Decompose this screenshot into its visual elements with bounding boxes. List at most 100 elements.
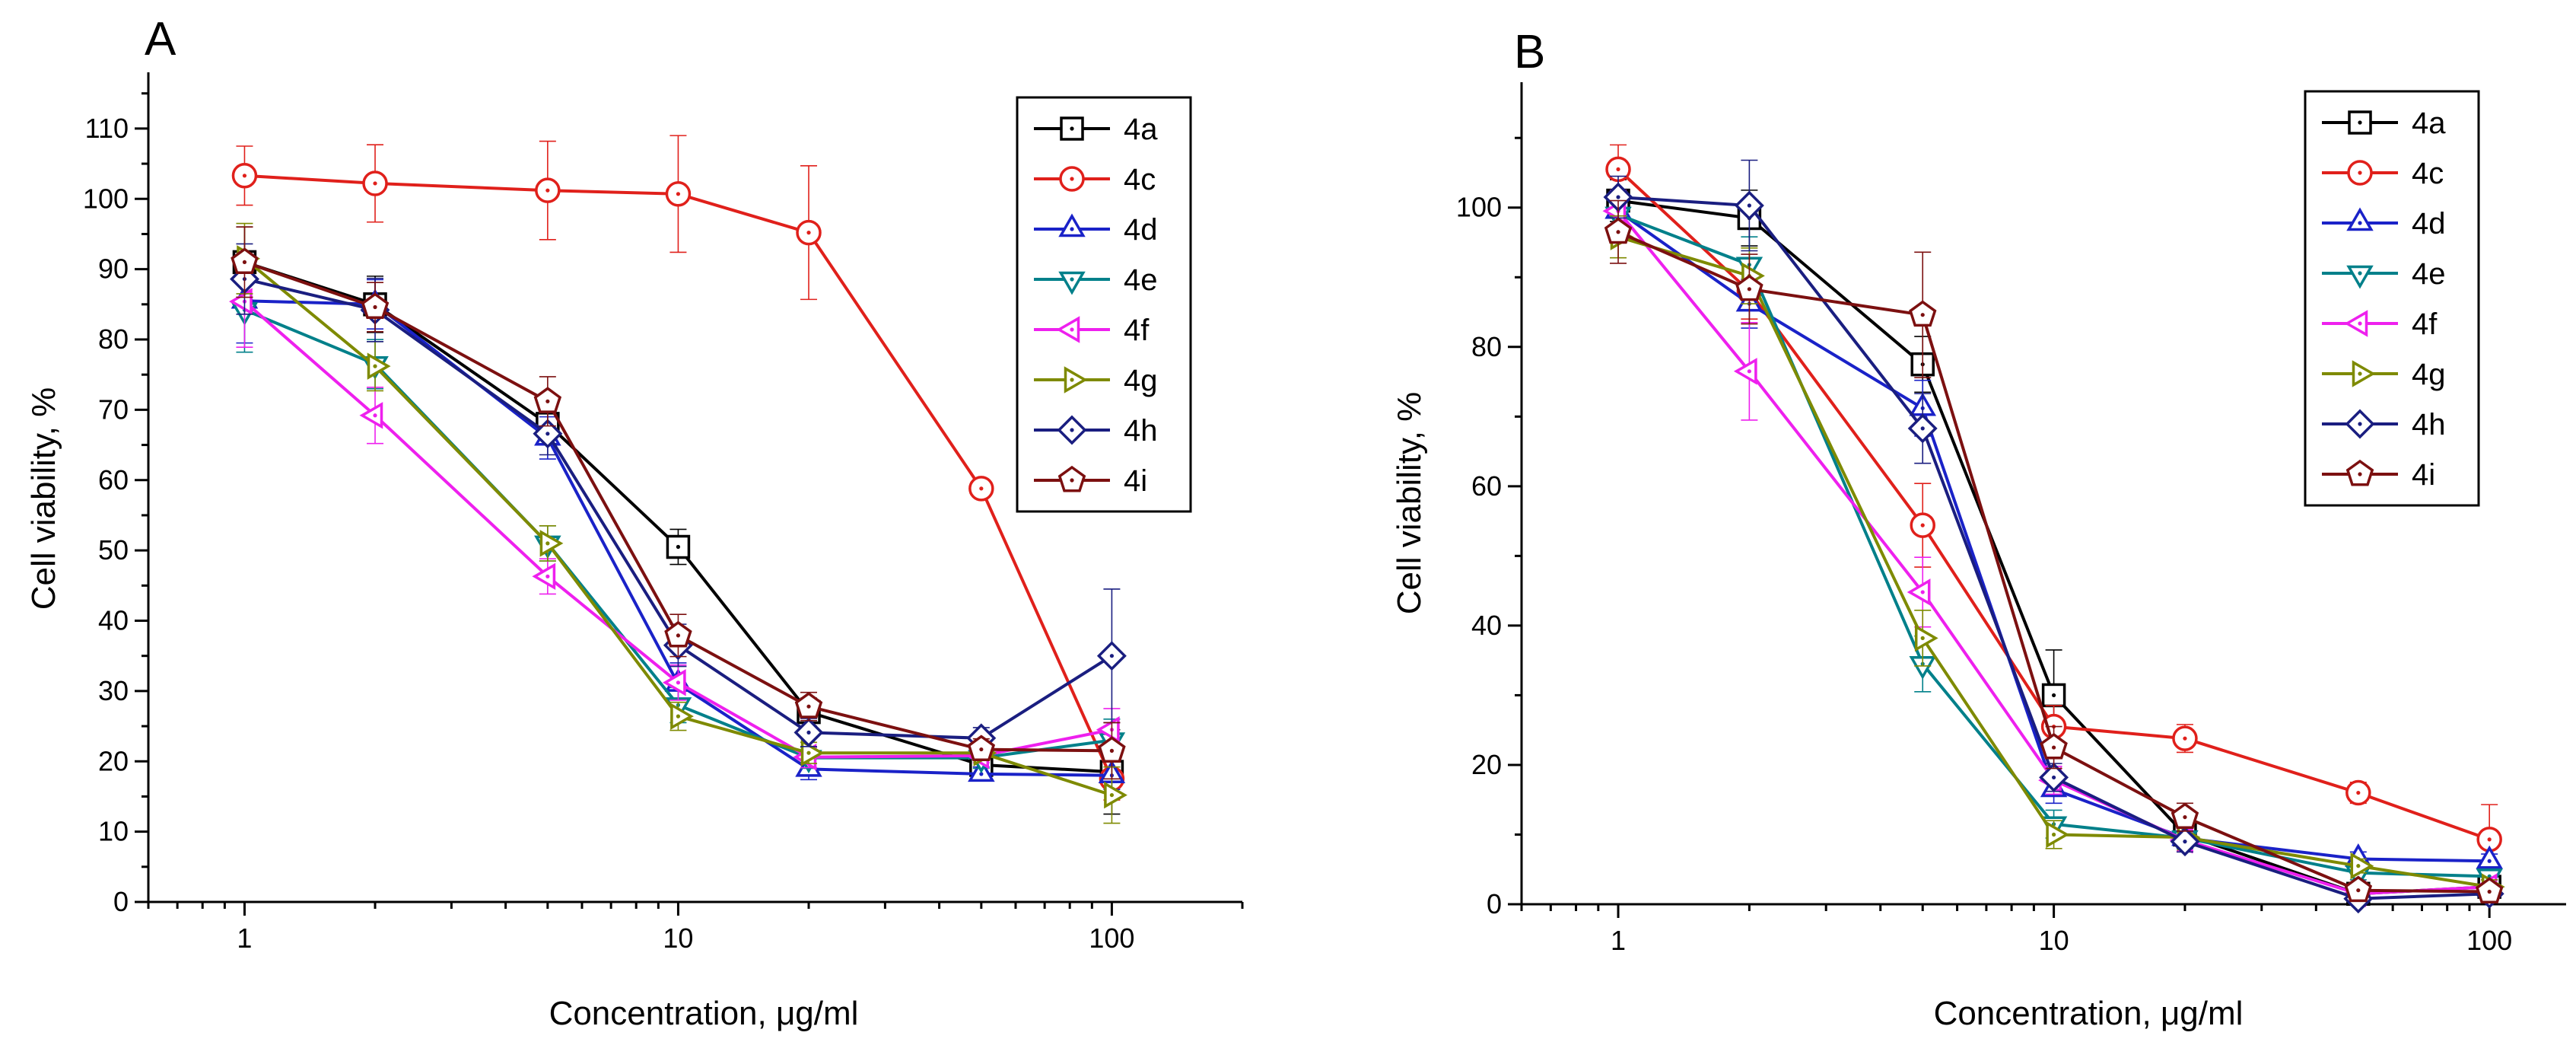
legend-entry-4c: 4c [2322,157,2444,190]
y-tick-label: 30 [98,675,129,706]
data-point-4g [539,530,564,557]
data-point-4c-dot [2183,736,2187,741]
data-point-4i-dot [2487,889,2492,894]
legend-label: 4h [2412,408,2446,441]
x-tick-label: 100 [2466,925,2512,956]
data-point-4h-dot [806,730,811,734]
data-point-4h-dot [1109,654,1115,658]
legend-label: 4i [1124,464,1147,498]
data-point-4g [367,352,391,380]
data-point-4c-dot [373,181,377,186]
data-point-4f-dot [1747,369,1751,374]
legend-label: 4e [1124,263,1158,297]
data-point-4f [229,288,253,315]
data-point-4h-dot [1747,203,1751,208]
data-point-4i-dot [806,704,811,709]
data-point-4g-dot [1920,636,1925,640]
data-point-4i-dot [1920,313,1925,317]
panel-label-b: B [1514,26,1545,78]
data-point-4f [359,402,383,429]
y-tick-label: 110 [85,113,129,144]
legend-label: 4g [1124,364,1158,397]
data-point-4f [1096,715,1120,744]
data-point-4g-dot [545,541,550,546]
data-point-4f [532,562,556,591]
legend-marker-dot [2358,371,2362,376]
legend-label: 4d [1124,213,1158,247]
y-tick-label: 80 [1471,331,1502,362]
data-point-4g-dot [373,364,377,368]
legend-entry-4i: 4i [2322,458,2435,492]
data-point-4h-dot [2183,840,2187,844]
legend-marker [1058,271,1086,295]
legend-entry-4a: 4a [1034,113,1158,146]
y-tick-label: 10 [98,816,129,847]
data-point-4g [800,739,825,766]
data-point-4c-dot [979,486,984,491]
x-tick-label: 100 [1089,923,1134,954]
data-point-4a-dot [2051,693,2056,698]
data-point-4h-dot [2051,775,2056,780]
data-point-4f-dot [373,413,377,418]
legend-label: 4h [1124,414,1158,448]
data-point-4c-dot [1616,167,1620,172]
data-point-4i-dot [676,633,681,638]
y-tick-label: 100 [83,183,129,214]
x-tick-label: 1 [1611,925,1626,956]
legend-marker-dot [1070,177,1074,181]
data-point-4c-dot [2487,837,2492,842]
legend-entry-4g: 4g [2322,358,2446,391]
data-point-4f-dot [1920,590,1925,594]
legend-marker [1064,366,1088,394]
x-tick-label: 1 [237,923,252,954]
legend-label: 4f [1124,314,1150,347]
legend-marker [2346,207,2374,231]
data-point-4h-dot [1616,195,1620,199]
y-tick-label: 0 [1487,888,1502,919]
data-point-4i-dot [1747,287,1751,292]
data-point-4c-dot [1920,523,1925,527]
y-axis-title-b: Cell viability, % [1391,392,1428,615]
data-point-4i-dot [2356,888,2361,893]
legend-marker-dot [2358,472,2362,476]
legend-marker [2352,360,2376,387]
legend-entry-4a: 4a [2322,107,2446,140]
legend-label: 4e [2412,257,2446,291]
legend-entry-4e: 4e [2322,257,2446,291]
series-4i [231,226,1126,780]
data-point-4c-dot [545,188,550,193]
data-point-4g-dot [1109,792,1115,798]
series-4i [1604,199,2504,904]
x-axis-title-a: Concentration, μg/ml [549,995,859,1032]
data-point-4g [1914,624,1938,652]
legend-entry-4e: 4e [1034,263,1158,297]
y-tick-label: 0 [113,886,129,917]
data-point-4i-dot [373,304,377,310]
legend-label: 4g [2412,358,2446,391]
legend-entry-4f: 4f [2322,308,2438,341]
data-point-4i-dot [2183,814,2187,820]
legend-marker [2344,310,2368,337]
y-tick-label: 60 [98,464,129,496]
legend-marker-dot [2358,271,2362,276]
data-point-4h-dot [545,432,550,436]
data-point-4i-dot [545,399,550,403]
legend-label: 4a [2412,107,2446,140]
legend-b: 4a 4c 4d 4e 4f 4g 4h 4i [2304,90,2480,507]
legend-entry-4h: 4h [2322,408,2446,441]
data-point-4g [2046,821,2070,849]
legend-marker [1058,213,1086,237]
legend-entry-4d: 4d [2322,207,2446,241]
x-tick-label: 10 [2039,925,2069,956]
y-tick-label: 80 [98,323,129,355]
legend-entry-4g: 4g [1034,364,1158,397]
legend-marker-dot [1070,327,1074,332]
data-point-4c-dot [2356,790,2361,795]
data-point-4d-dot [979,772,984,776]
x-tick-label: 10 [663,923,693,954]
data-point-4h-dot [1920,426,1925,431]
panel-label-a: A [145,13,177,65]
legend-entry-4i: 4i [1034,464,1147,498]
y-tick-label: 50 [98,534,129,566]
